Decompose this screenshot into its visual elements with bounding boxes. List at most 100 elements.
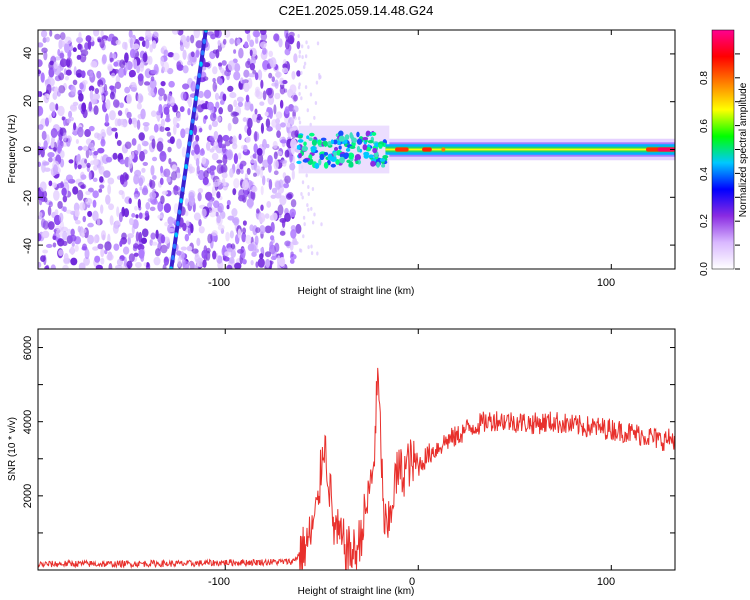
noise-cell xyxy=(301,180,305,185)
noise-cell xyxy=(216,215,221,224)
noise-cell xyxy=(110,39,115,45)
noise-cell xyxy=(260,185,264,196)
noise-cell xyxy=(38,233,42,242)
noise-cell xyxy=(145,262,150,268)
noise-cell xyxy=(150,69,158,75)
noise-cell xyxy=(109,91,115,100)
noise-cell xyxy=(268,163,272,173)
noise-cell xyxy=(99,39,105,49)
noise-cell xyxy=(77,126,84,138)
noise-cell xyxy=(198,226,205,234)
noise-cell xyxy=(232,116,239,125)
noise-cell xyxy=(186,35,190,43)
noise-cell xyxy=(180,34,187,43)
noise-cell xyxy=(262,90,267,101)
noise-cell xyxy=(119,240,123,247)
noise-cell xyxy=(227,85,234,93)
noise-cell xyxy=(229,168,234,178)
noise-cell xyxy=(255,227,261,234)
noise-cell xyxy=(274,192,282,199)
noise-cell xyxy=(48,67,55,78)
noise-cell xyxy=(300,44,304,49)
colorbar-ticks xyxy=(735,53,740,270)
noise-cell xyxy=(304,85,308,90)
noise-cell xyxy=(123,256,127,267)
noise-cell xyxy=(292,237,297,246)
noise-cell xyxy=(225,231,230,242)
noise-cell xyxy=(136,119,141,130)
noise-cell xyxy=(137,73,144,82)
noise-cell xyxy=(80,49,89,57)
noise-cell xyxy=(212,77,216,83)
noise-cell xyxy=(99,176,104,183)
noise-cell xyxy=(179,106,185,113)
noise-cell xyxy=(104,121,110,127)
noise-cell xyxy=(94,88,100,95)
bottom-ytick-label: 4000 xyxy=(22,410,34,434)
noise-cell xyxy=(151,138,156,149)
noise-cell xyxy=(190,34,195,44)
noise-cell xyxy=(131,151,135,160)
noise-cell xyxy=(39,181,47,192)
noise-cell xyxy=(66,58,71,66)
noise-cell xyxy=(271,212,278,221)
noise-cell xyxy=(273,151,278,160)
signal-cell xyxy=(330,139,334,145)
noise-cell xyxy=(168,80,175,88)
noise-cell xyxy=(64,42,70,54)
noise-cell xyxy=(92,177,98,183)
noise-cell xyxy=(279,99,284,109)
noise-cell xyxy=(126,260,133,269)
noise-cell xyxy=(106,126,113,136)
noise-cell xyxy=(290,251,294,258)
noise-cell xyxy=(65,174,74,182)
noise-cell xyxy=(43,140,48,150)
noise-cell xyxy=(209,209,217,218)
noise-cell xyxy=(252,185,256,192)
noise-cell xyxy=(262,47,267,55)
trace-cell xyxy=(190,118,195,124)
noise-cell xyxy=(289,84,297,94)
noise-cell xyxy=(303,222,306,227)
noise-cell xyxy=(88,170,92,181)
noise-cell xyxy=(141,40,146,48)
noise-cell xyxy=(191,248,199,254)
noise-cell xyxy=(116,206,120,218)
noise-cell xyxy=(111,127,118,132)
noise-cell xyxy=(160,165,164,174)
noise-cell xyxy=(203,89,212,99)
noise-cell xyxy=(158,95,163,101)
signal-cell xyxy=(301,145,308,152)
noise-cell xyxy=(61,116,65,121)
noise-cell xyxy=(284,39,290,50)
noise-cell xyxy=(74,209,80,217)
trace-cell xyxy=(179,198,183,204)
noise-cell xyxy=(104,241,112,251)
signal-cell xyxy=(347,152,355,160)
noise-cell xyxy=(222,134,230,142)
noise-cell xyxy=(207,233,213,244)
noise-cell xyxy=(226,247,233,253)
noise-cell xyxy=(245,60,251,69)
noise-cell xyxy=(258,212,266,223)
noise-cell xyxy=(249,49,253,57)
signal-cell xyxy=(345,147,351,152)
signal-cell xyxy=(351,137,357,144)
noise-cell xyxy=(70,228,75,237)
noise-cell xyxy=(213,130,219,140)
noise-cell xyxy=(137,243,145,251)
noise-cell xyxy=(201,249,208,260)
noise-cell xyxy=(66,228,72,236)
noise-cell xyxy=(278,38,283,48)
noise-cell xyxy=(195,40,203,49)
noise-cell xyxy=(48,77,55,87)
noise-cell xyxy=(265,118,271,128)
signal-cell xyxy=(327,153,333,161)
noise-cell xyxy=(304,54,308,59)
noise-cell xyxy=(222,93,227,102)
noise-cell xyxy=(264,251,272,258)
noise-cell xyxy=(65,69,72,76)
bottom-xtick-label: 0 xyxy=(409,576,415,588)
noise-cell xyxy=(216,116,222,122)
noise-cell xyxy=(140,108,146,120)
